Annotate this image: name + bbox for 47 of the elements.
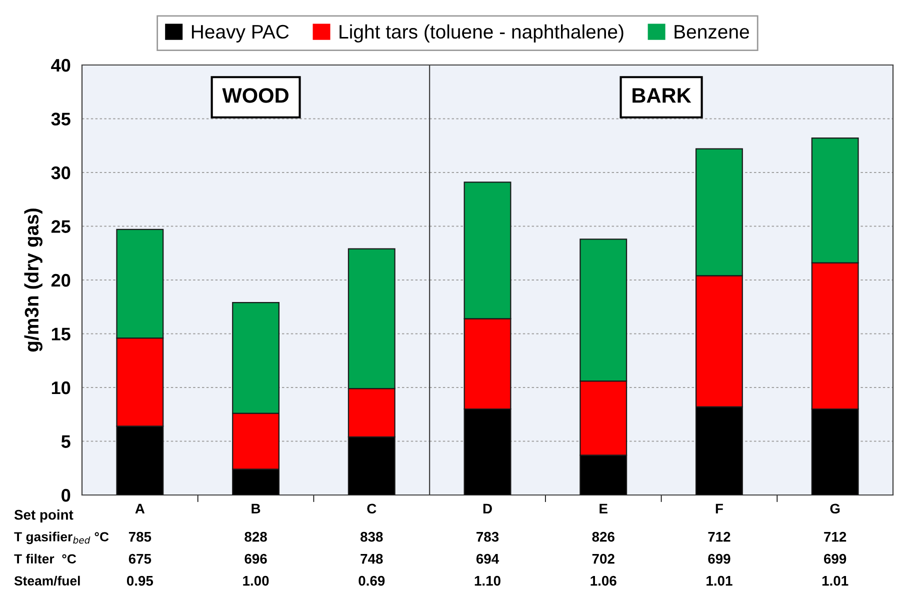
text: 1.01	[706, 576, 732, 586]
legend-label: Heavy PAC	[192, 24, 289, 42]
text: 1.06	[590, 576, 616, 586]
x-tick-label: G	[830, 504, 840, 514]
y-tick-label: 25	[51, 220, 70, 233]
text: 0.95	[126, 576, 154, 586]
y-tick-label: 35	[51, 112, 70, 126]
text: 702	[592, 554, 614, 564]
text: 828	[244, 532, 267, 542]
text: 712	[708, 532, 730, 542]
text: 748	[360, 554, 383, 564]
x-tick-label: A	[135, 504, 145, 514]
y-tick-label: 10	[52, 381, 70, 394]
y-axis-title: g/m3n (dry gas)	[24, 208, 42, 352]
y-tick-label: 5	[61, 435, 70, 448]
annotation: BARK	[632, 88, 692, 103]
x-tick-label: F	[716, 504, 723, 514]
text: 838	[360, 532, 383, 542]
annotation: WOOD	[222, 88, 288, 103]
x-tick-label: E	[600, 504, 608, 514]
text: 1.10	[474, 576, 500, 586]
text: T gasifier$_{bed}$ °C	[14, 532, 109, 544]
text: 675	[128, 554, 152, 564]
text: 785	[128, 532, 152, 542]
text: Steam/fuel	[14, 576, 80, 586]
text: 694	[476, 554, 500, 564]
x-tick-label: C	[367, 504, 376, 514]
text: 712	[824, 532, 846, 542]
legend-label: Benzene	[674, 25, 749, 39]
y-tick-label: 20	[51, 274, 70, 287]
text: 1.00	[243, 576, 269, 586]
y-tick-label: 0	[62, 488, 70, 502]
text: 0.69	[358, 576, 385, 586]
x-axis-title: Set point	[14, 510, 74, 522]
y-tick-label: 40	[51, 58, 70, 72]
y-tick-label: 15	[52, 328, 70, 340]
text: 699	[824, 554, 846, 564]
text: 696	[244, 554, 267, 564]
x-tick-label: D	[483, 504, 492, 514]
y-tick-label: 30	[51, 166, 70, 180]
text: 1.01	[822, 576, 848, 586]
text: 699	[708, 554, 730, 564]
legend-label: Light tars (toluene - naphthalene)	[340, 24, 624, 42]
x-tick-label: B	[252, 504, 260, 514]
text: T filter °C	[14, 554, 76, 564]
text: 783	[476, 532, 499, 542]
text: 826	[592, 532, 614, 542]
